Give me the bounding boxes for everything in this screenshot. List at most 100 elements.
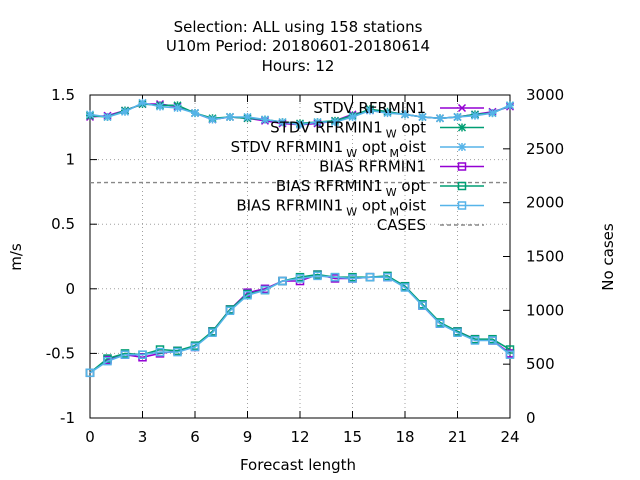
legend-key-marker	[457, 103, 467, 113]
y-tick-label: -0.5	[46, 344, 75, 362]
data-point	[383, 109, 392, 118]
data-point	[260, 285, 270, 295]
data-point	[505, 350, 515, 359]
legend-label-part: W	[346, 147, 357, 160]
data-point	[243, 112, 252, 121]
legend-label-part: opt	[357, 138, 386, 156]
legend-label-part: W	[346, 206, 357, 219]
data-point	[155, 347, 165, 357]
data-point	[330, 118, 340, 127]
data-point	[85, 110, 95, 119]
x-tick-label: 12	[290, 428, 309, 446]
legend-label: STDV RFRMIN1	[313, 99, 426, 117]
x-axis-label: Forecast length	[240, 456, 356, 474]
data-point	[138, 350, 147, 359]
x-tick-label: 0	[85, 428, 95, 446]
y-tick-label: 0.5	[51, 215, 75, 233]
legend-label-part: W	[386, 186, 397, 199]
x-tick-label: 15	[343, 428, 362, 446]
y-tick-label: 0	[65, 280, 75, 298]
series-2	[85, 98, 515, 129]
legend-label-part: BIAS RFRMIN1	[276, 177, 383, 195]
x-tick-label: 21	[448, 428, 467, 446]
legend-key-marker	[457, 201, 467, 210]
legend-label-part: STDV RFRMIN1	[270, 119, 383, 137]
data-point	[120, 350, 130, 359]
legend-key-marker	[457, 142, 467, 152]
legend-label-part: oist	[399, 197, 426, 215]
data-point	[330, 272, 340, 282]
chart-title-line-3: Hours: 12	[262, 57, 335, 75]
x-tick-label: 3	[138, 428, 148, 446]
y2-tick-label: 2500	[526, 140, 564, 158]
legend-label-part: opt	[357, 197, 386, 215]
data-point	[365, 272, 375, 282]
legend-label-part: BIAS RFRMIN1	[236, 197, 343, 215]
data-point	[435, 114, 445, 123]
series-5	[85, 271, 515, 378]
data-point	[85, 368, 95, 378]
legend-label: BIAS RFRMIN1 W opt Moist	[236, 197, 426, 219]
data-point	[418, 112, 427, 121]
data-point	[190, 342, 200, 352]
y-tick-label: 1.5	[51, 86, 75, 104]
data-point	[505, 101, 515, 110]
data-point	[225, 306, 235, 316]
data-point	[138, 98, 147, 107]
data-point	[453, 112, 462, 121]
y2-tick-label: 1500	[526, 248, 564, 266]
data-point	[208, 328, 217, 337]
legend-label: BIAS RFRMIN1	[319, 158, 426, 176]
y2-tick-label: 1000	[526, 301, 564, 319]
data-point	[400, 283, 410, 292]
data-point	[313, 271, 322, 281]
legend-label-part: opt	[397, 119, 426, 137]
data-point	[313, 118, 322, 127]
axes: 0 3 6 9 12 15 18 21 24 -1 -0.5 0 0.5 1 1.5 0 500 1000 1500…	[46, 86, 564, 446]
data-point	[295, 274, 305, 283]
plot-frame	[89, 94, 511, 419]
series-line	[89, 275, 511, 374]
data-point	[400, 110, 410, 119]
legend-key-marker	[457, 181, 467, 191]
legend-label: BIAS RFRMIN1 W opt	[276, 177, 426, 199]
legend-label-part: oist	[399, 138, 426, 156]
x-tick-label: 6	[190, 428, 200, 446]
y-axis-label: m/s	[7, 243, 25, 271]
data-point	[190, 109, 200, 118]
data-point	[155, 102, 165, 111]
legend-label: CASES	[377, 216, 426, 234]
data-point	[418, 301, 427, 310]
data-point	[488, 109, 497, 118]
legend-label: STDV RFRMIN1 W opt Moist	[231, 138, 427, 160]
legend-label-part: CASES	[377, 216, 426, 234]
x-tick-label: 18	[395, 428, 414, 446]
legend-key-marker	[457, 123, 467, 132]
y2-tick-label: 2000	[526, 194, 564, 212]
data-point	[120, 107, 130, 116]
data-point	[103, 356, 112, 366]
data-point	[103, 112, 112, 121]
series-line	[89, 273, 511, 374]
data-point	[453, 328, 462, 337]
chart-title-line-2: U10m Period: 20180601-20180614	[166, 37, 430, 55]
data-point	[173, 103, 182, 112]
data-point	[173, 347, 182, 357]
y2-tick-label: 3000	[526, 86, 564, 104]
legend-label-part: STDV RFRMIN1	[313, 99, 426, 117]
y-tick-label: -1	[60, 409, 75, 427]
data-point	[208, 115, 217, 124]
legend-label-part: M	[389, 147, 399, 160]
legend-label-part: M	[389, 206, 399, 219]
data-point	[278, 276, 287, 286]
data-point	[243, 291, 252, 300]
legend-label-part: opt	[397, 177, 426, 195]
data-point	[295, 120, 305, 129]
series-layer	[85, 98, 515, 378]
y-tick-label: 1	[65, 151, 75, 169]
chart-title-line-1: Selection: ALL using 158 stations	[174, 18, 423, 36]
y2-tick-label: 500	[526, 355, 555, 373]
data-point	[348, 112, 357, 121]
